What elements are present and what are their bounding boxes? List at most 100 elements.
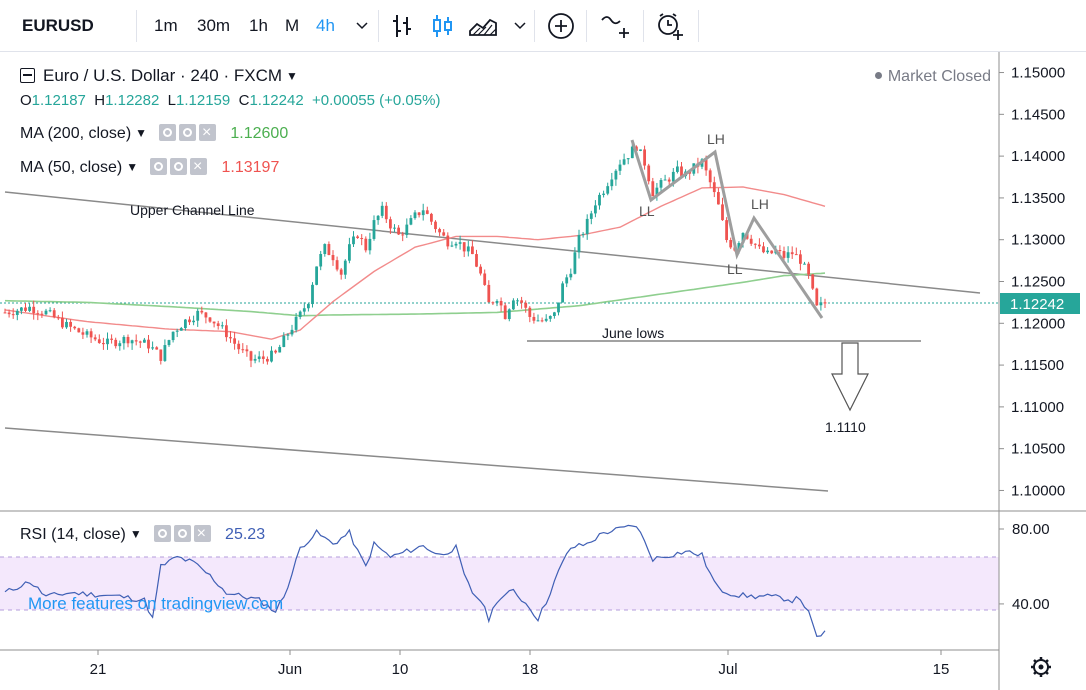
- high-label: H: [94, 92, 106, 109]
- candle: [319, 250, 323, 271]
- price-tick-label: 1.11000: [1011, 399, 1064, 416]
- time-axis[interactable]: 21 Jun 10 18 Jul 15: [90, 650, 950, 678]
- candle: [503, 303, 507, 320]
- lower-channel-line[interactable]: [4, 427, 829, 492]
- upper-channel-line[interactable]: [4, 191, 981, 294]
- symbol-legend[interactable]: Euro / U.S. Dollar · 240 · FXCM ▼: [20, 66, 298, 86]
- tradingview-hint-link[interactable]: More features on tradingview.com: [28, 594, 284, 613]
- candle: [286, 333, 290, 341]
- candle: [602, 190, 605, 198]
- candle: [69, 319, 72, 332]
- candle: [794, 247, 798, 256]
- candle: [581, 232, 585, 238]
- candle: [122, 335, 126, 350]
- indicators-icon[interactable]: [600, 0, 632, 52]
- rsi-tick-label: 80.00: [1012, 521, 1050, 538]
- candle: [192, 315, 195, 326]
- interval-1m[interactable]: 1m: [154, 16, 178, 35]
- market-status-text: Market Closed: [887, 68, 991, 85]
- close-value: 1.12242: [249, 92, 304, 109]
- interval-m[interactable]: M: [285, 16, 300, 35]
- down-arrow[interactable]: [831, 342, 869, 412]
- rsi-path: [4, 524, 826, 637]
- candle: [270, 346, 273, 363]
- label-lh-2: LH: [751, 196, 769, 212]
- candle: [93, 334, 97, 342]
- interval-1h[interactable]: 1h: [249, 16, 268, 35]
- candle: [257, 351, 261, 363]
- candle: [364, 236, 368, 253]
- gear-icon[interactable]: [170, 158, 188, 175]
- candle: [48, 307, 52, 313]
- area-style-icon[interactable]: [468, 0, 498, 52]
- candle: [130, 339, 134, 350]
- eye-icon[interactable]: [150, 158, 168, 175]
- price-axis[interactable]: 1.15000 1.14500 1.14000 1.13500 1.13000 1.125…: [999, 65, 1065, 500]
- candle: [749, 234, 753, 246]
- chevron-down-icon[interactable]: [356, 0, 368, 52]
- candle: [20, 306, 23, 315]
- candle: [454, 241, 458, 249]
- candle: [483, 269, 487, 286]
- candle: [298, 310, 302, 320]
- eye-icon[interactable]: [158, 124, 176, 141]
- close-icon[interactable]: [193, 525, 211, 542]
- candle: [126, 334, 130, 348]
- symbol-title: Euro / U.S. Dollar · 240 · FXCM: [43, 66, 283, 85]
- chevron-down-icon[interactable]: [514, 0, 526, 52]
- candle-style-icon[interactable]: [431, 0, 455, 52]
- candle: [356, 235, 359, 239]
- settings-gear-icon[interactable]: [1031, 657, 1051, 677]
- candle: [536, 314, 540, 322]
- candle: [85, 329, 89, 338]
- candle: [61, 311, 64, 329]
- candle: [77, 327, 81, 333]
- candle: [159, 349, 163, 365]
- alert-icon[interactable]: [655, 0, 685, 52]
- gear-icon[interactable]: [178, 124, 196, 141]
- pattern-zigzag[interactable]: [630, 139, 824, 319]
- candle: [151, 341, 154, 351]
- candle: [352, 231, 355, 247]
- price-tick-label: 1.14000: [1011, 148, 1065, 165]
- candle: [499, 297, 503, 312]
- bar-style-icon[interactable]: [391, 0, 413, 52]
- chevron-down-icon[interactable]: ▼: [129, 527, 142, 541]
- gear-icon[interactable]: [173, 525, 191, 542]
- candle: [360, 234, 364, 246]
- chevron-down-icon[interactable]: ▼: [286, 69, 298, 83]
- candle: [81, 327, 85, 340]
- ma50-legend[interactable]: MA (50, close)▼ 1.13197: [20, 158, 279, 177]
- ma200-legend[interactable]: MA (200, close)▼ 1.12600: [20, 124, 288, 143]
- close-icon[interactable]: [198, 124, 216, 141]
- candle: [335, 256, 339, 272]
- candle: [807, 261, 810, 279]
- candle: [24, 303, 27, 312]
- interval-4h[interactable]: 4h: [316, 16, 335, 35]
- candle: [446, 232, 450, 250]
- interval-30m[interactable]: 30m: [197, 16, 231, 35]
- candle: [639, 149, 642, 152]
- toolbar-divider: [378, 10, 379, 42]
- candle: [134, 334, 138, 346]
- candle: [200, 306, 204, 315]
- rsi-legend[interactable]: RSI (14, close)▼ 25.23: [20, 525, 265, 544]
- candle: [413, 210, 417, 220]
- close-icon[interactable]: [190, 158, 208, 175]
- eye-icon[interactable]: [153, 525, 171, 542]
- candle: [11, 308, 15, 319]
- rsi-axis[interactable]: 80.00 40.00: [999, 521, 1050, 613]
- candle: [294, 312, 298, 333]
- chevron-down-icon[interactable]: ▼: [135, 126, 148, 140]
- chevron-down-icon[interactable]: ▼: [126, 160, 139, 174]
- candle: [766, 247, 769, 254]
- collapse-icon[interactable]: [20, 68, 35, 83]
- symbol-search[interactable]: EURUSD: [22, 16, 94, 35]
- toolbar-divider: [643, 10, 644, 42]
- time-tick-label: 21: [90, 661, 107, 678]
- candle: [266, 356, 269, 365]
- candle: [188, 316, 191, 325]
- add-compare-icon[interactable]: [547, 0, 575, 52]
- candle: [56, 314, 60, 321]
